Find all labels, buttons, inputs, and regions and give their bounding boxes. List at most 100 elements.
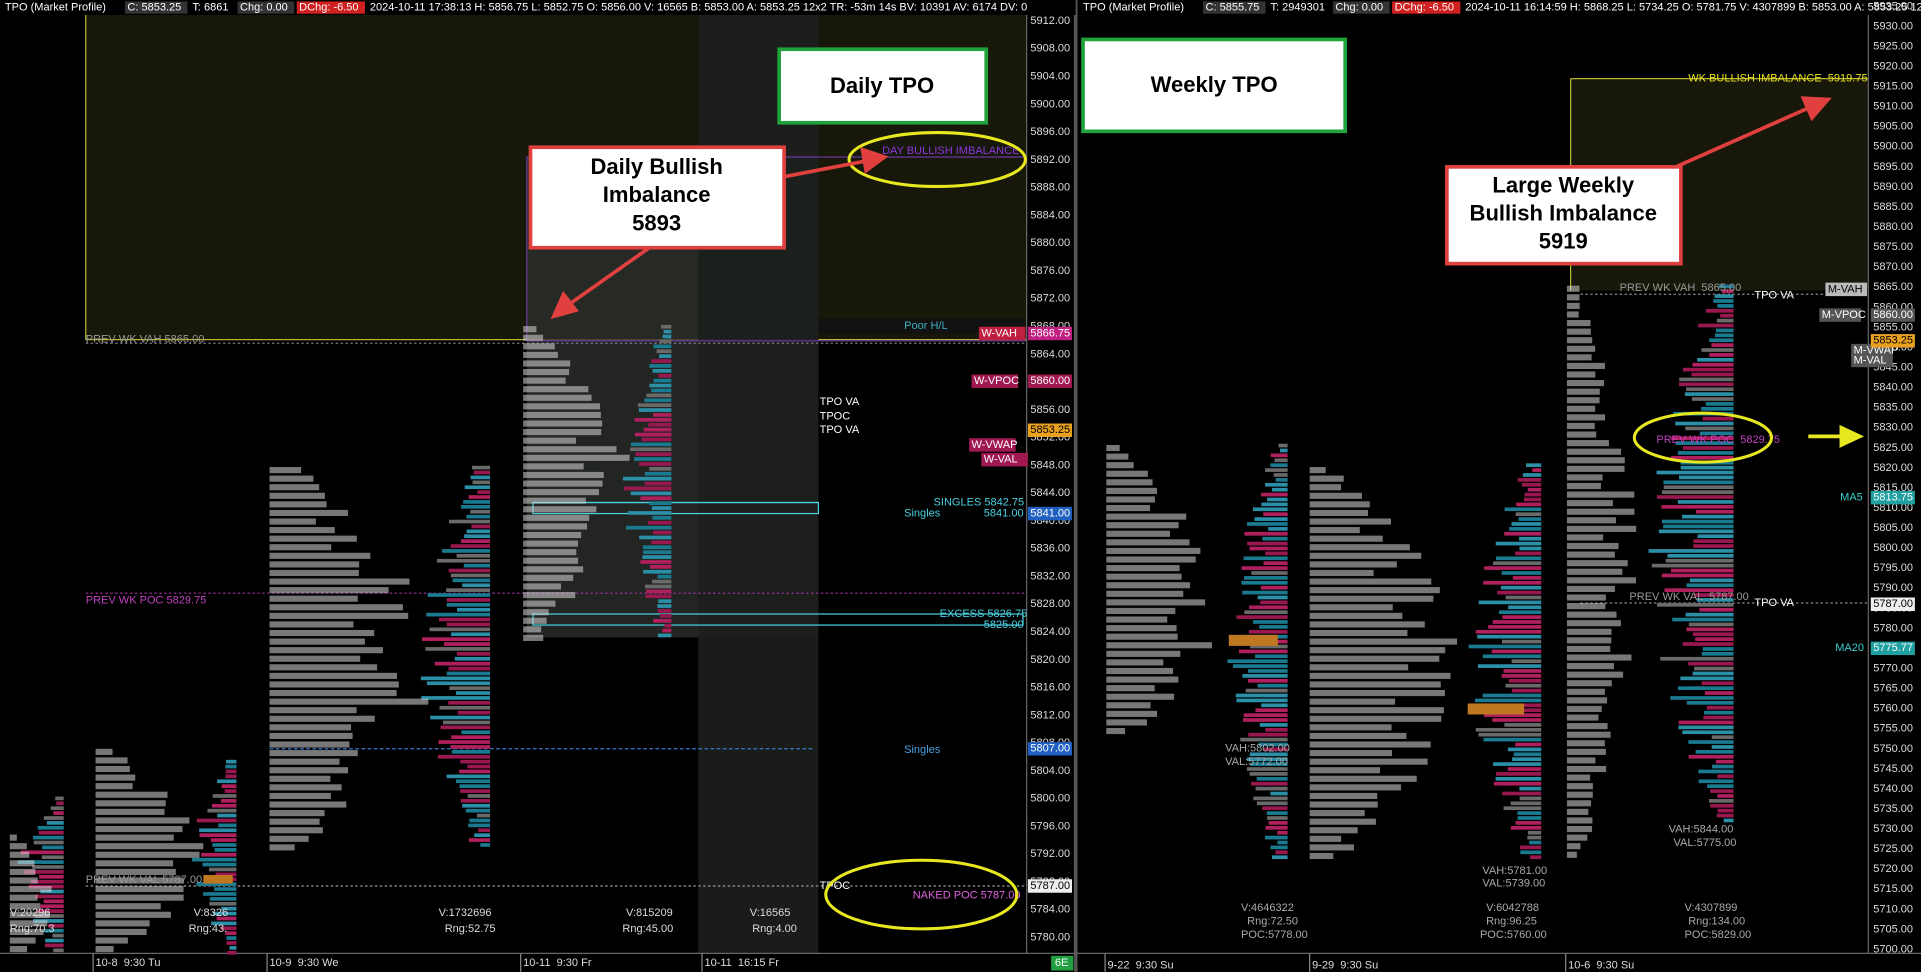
tpo-letters bbox=[95, 783, 133, 790]
price-tick: 5715.00 bbox=[1873, 883, 1913, 895]
profile-bar bbox=[426, 612, 491, 617]
profile-bar bbox=[425, 647, 491, 651]
tpo-letters bbox=[523, 471, 604, 479]
tpo-letters bbox=[269, 578, 410, 585]
profile-bar bbox=[656, 349, 672, 354]
tpo-letters bbox=[1566, 508, 1635, 515]
profile-bar bbox=[638, 408, 672, 412]
profile-bar bbox=[1502, 791, 1542, 796]
label: TPO VA bbox=[820, 396, 860, 408]
profile-bar bbox=[1686, 583, 1734, 588]
tpo-letters bbox=[1566, 688, 1605, 695]
tpo-letters bbox=[269, 604, 403, 611]
profile-bar bbox=[456, 553, 491, 558]
profile-bar bbox=[212, 911, 237, 916]
profile-bar bbox=[444, 642, 491, 646]
tpo-letters bbox=[95, 920, 150, 927]
tpo-letters bbox=[269, 732, 353, 739]
tpo-letters bbox=[1566, 422, 1595, 430]
session-stat: VAH:5781.00 bbox=[1482, 865, 1547, 877]
axis-badge: 5841.00 bbox=[1030, 507, 1070, 519]
profile-bar bbox=[218, 823, 237, 828]
profile-bar bbox=[1688, 661, 1734, 666]
tpo-letters bbox=[1106, 667, 1174, 675]
header-text: 2024-10-11 17:38:13 H: 5856.75 L: 5852.7… bbox=[370, 1, 1027, 13]
profile-bar bbox=[1713, 299, 1734, 303]
profile-bar bbox=[20, 850, 64, 855]
profile-bar bbox=[442, 549, 491, 553]
tpo-letters bbox=[1566, 362, 1605, 370]
texts: TPO (Market Profile) C: 5853.25 T: 6861 Chg… bbox=[5, 0, 1921, 972]
tpo-letters bbox=[9, 834, 17, 841]
profile-bar bbox=[468, 495, 491, 499]
profile-bar bbox=[477, 490, 491, 494]
profile-bar bbox=[1517, 478, 1542, 482]
tpo-letters bbox=[9, 920, 48, 927]
profile-bar bbox=[1504, 507, 1542, 512]
profile-bar bbox=[640, 496, 672, 501]
tpo-letters bbox=[1106, 676, 1179, 683]
header-bar bbox=[1078, 0, 1921, 15]
profile-bar bbox=[1259, 723, 1288, 727]
label-bg bbox=[981, 452, 1028, 467]
profile-bar bbox=[1255, 786, 1288, 791]
tpo-letters bbox=[1106, 702, 1151, 709]
profile-bar bbox=[476, 813, 491, 818]
tpo-letters bbox=[1566, 517, 1616, 524]
profile-bar bbox=[1275, 850, 1288, 855]
profile-bar bbox=[1270, 453, 1288, 458]
profile-bar bbox=[639, 535, 672, 540]
profile-bar bbox=[648, 422, 672, 427]
profile-bar bbox=[1665, 558, 1734, 563]
price-tick: 5824.00 bbox=[1030, 626, 1070, 638]
profile-bar bbox=[47, 923, 64, 928]
tpo-letters bbox=[1566, 808, 1589, 815]
profile-bar bbox=[1689, 578, 1734, 583]
profile-bar bbox=[1240, 737, 1288, 742]
profile-bar bbox=[226, 941, 237, 945]
profile-bar bbox=[1492, 718, 1542, 722]
profile-bar bbox=[210, 838, 237, 842]
profile-bar bbox=[630, 447, 672, 452]
tpo-letters bbox=[1566, 542, 1619, 550]
price-tick: 5890.00 bbox=[1873, 181, 1913, 193]
profile-bar bbox=[664, 623, 672, 628]
price-tick: 5880.00 bbox=[1030, 237, 1070, 249]
session-stat: V:16565 bbox=[750, 907, 791, 919]
tpo-letters bbox=[9, 928, 44, 936]
profile-bar bbox=[1677, 500, 1734, 504]
tpo-letters bbox=[1566, 637, 1612, 644]
session-stat: Rng:70.3 bbox=[10, 923, 55, 935]
profile-bar bbox=[1508, 678, 1542, 683]
price-tick: 5892.00 bbox=[1030, 154, 1070, 166]
price-tick: 5835.00 bbox=[1873, 402, 1913, 414]
label: TPO VA bbox=[1754, 289, 1794, 301]
profile-bar bbox=[1505, 595, 1542, 600]
tpo-letters bbox=[269, 492, 325, 499]
arrow-head bbox=[550, 290, 579, 320]
profile-bar bbox=[1706, 705, 1734, 710]
profile-bar bbox=[478, 828, 491, 833]
label: SINGLES 5842.75 bbox=[934, 496, 1025, 508]
callout-text: Daily Bullish bbox=[591, 154, 723, 179]
profile-bar bbox=[1672, 617, 1734, 622]
tpo-letters bbox=[1309, 852, 1334, 860]
tpo-letters bbox=[1566, 825, 1593, 833]
label: PREV WK VAL 5787.00 bbox=[1629, 591, 1748, 603]
header-cell-bg bbox=[1332, 1, 1390, 14]
label: PREV WK POC 5829.75 bbox=[86, 594, 207, 606]
profile-bar bbox=[1517, 811, 1542, 815]
profile-bar bbox=[438, 617, 491, 622]
profile-bar bbox=[1664, 588, 1734, 592]
profile-bar bbox=[1250, 762, 1288, 766]
profile-bar bbox=[1692, 632, 1734, 637]
axis-badge-bg bbox=[1027, 506, 1072, 521]
profile-bar bbox=[226, 936, 237, 940]
tpo-letters bbox=[269, 810, 325, 817]
profile-bar bbox=[1236, 698, 1288, 703]
axis-badge-bg bbox=[1870, 334, 1915, 348]
tpo-letters bbox=[523, 540, 579, 547]
profile-bar bbox=[1502, 639, 1542, 644]
profile-bar bbox=[1696, 598, 1734, 602]
tpo-letters bbox=[269, 844, 295, 851]
